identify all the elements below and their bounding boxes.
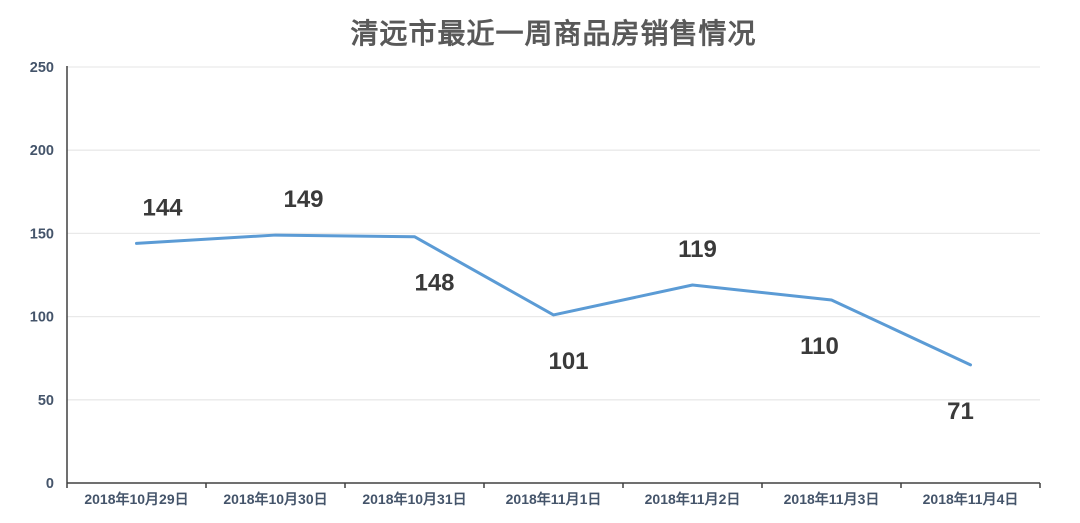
x-axis-label: 2018年10月31日 (362, 491, 466, 507)
y-axis-label: 0 (46, 476, 54, 492)
x-axis-label: 2018年10月30日 (223, 491, 327, 507)
x-axis-label: 2018年11月2日 (645, 491, 741, 507)
data-label: 110 (800, 333, 839, 360)
x-axis-label: 2018年10月29日 (84, 491, 188, 507)
y-axis-label: 50 (38, 393, 54, 409)
y-axis-label: 200 (30, 143, 54, 159)
x-axis-label: 2018年11月4日 (923, 491, 1019, 507)
data-label: 148 (414, 270, 454, 297)
y-axis-label: 100 (30, 310, 54, 326)
data-label: 149 (283, 186, 323, 213)
data-label: 101 (548, 348, 588, 375)
x-axis-label: 2018年11月3日 (784, 491, 880, 507)
data-label: 119 (678, 236, 717, 263)
y-axis-label: 150 (30, 226, 54, 242)
x-axis-label: 2018年11月1日 (506, 491, 602, 507)
y-axis-label: 250 (30, 60, 54, 76)
series-line (135, 233, 972, 367)
chart-title: 清远市最近一周商品房销售情况 (350, 18, 757, 49)
data-label: 71 (947, 398, 974, 425)
data-label: 144 (142, 194, 183, 221)
